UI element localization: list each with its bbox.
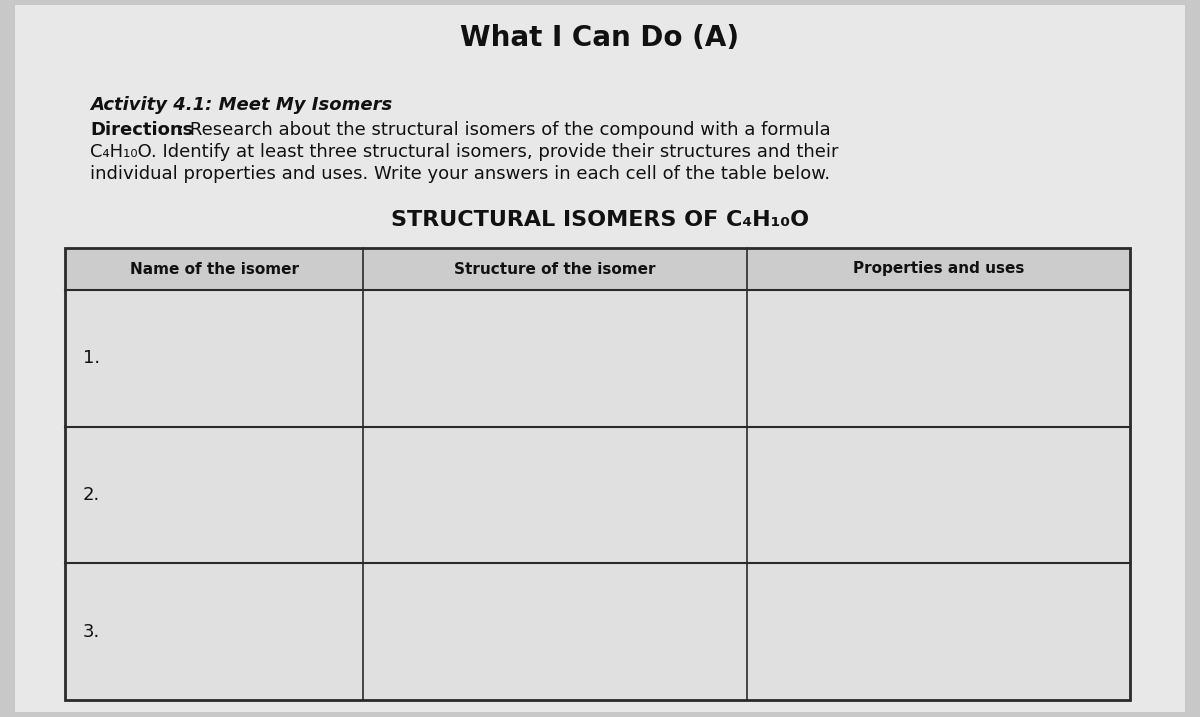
Bar — [746, 290, 1130, 427]
Bar — [65, 427, 364, 564]
Text: STRUCTURAL ISOMERS OF C₄H₁₀O: STRUCTURAL ISOMERS OF C₄H₁₀O — [391, 210, 809, 230]
Bar — [364, 564, 746, 700]
Bar — [364, 248, 746, 290]
Bar — [364, 427, 746, 564]
Text: : Research about the structural isomers of the compound with a formula: : Research about the structural isomers … — [178, 121, 830, 139]
Bar — [65, 290, 364, 427]
Text: individual properties and uses. Write your answers in each cell of the table bel: individual properties and uses. Write yo… — [90, 165, 830, 183]
Text: Name of the isomer: Name of the isomer — [130, 262, 299, 277]
Bar — [746, 427, 1130, 564]
Bar — [65, 248, 1130, 700]
Text: What I Can Do (A): What I Can Do (A) — [461, 24, 739, 52]
Text: Directions: Directions — [90, 121, 193, 139]
Bar — [65, 564, 364, 700]
Text: Activity 4.1: Meet My Isomers: Activity 4.1: Meet My Isomers — [90, 96, 392, 114]
Text: 3.: 3. — [83, 622, 101, 641]
Bar — [65, 248, 364, 290]
Bar — [746, 564, 1130, 700]
Text: Properties and uses: Properties and uses — [853, 262, 1024, 277]
Text: 2.: 2. — [83, 486, 101, 504]
Text: C₄H₁₀O. Identify at least three structural isomers, provide their structures and: C₄H₁₀O. Identify at least three structur… — [90, 143, 839, 161]
Text: 1.: 1. — [83, 349, 100, 367]
Bar — [364, 290, 746, 427]
Text: Structure of the isomer: Structure of the isomer — [454, 262, 655, 277]
Bar — [746, 248, 1130, 290]
